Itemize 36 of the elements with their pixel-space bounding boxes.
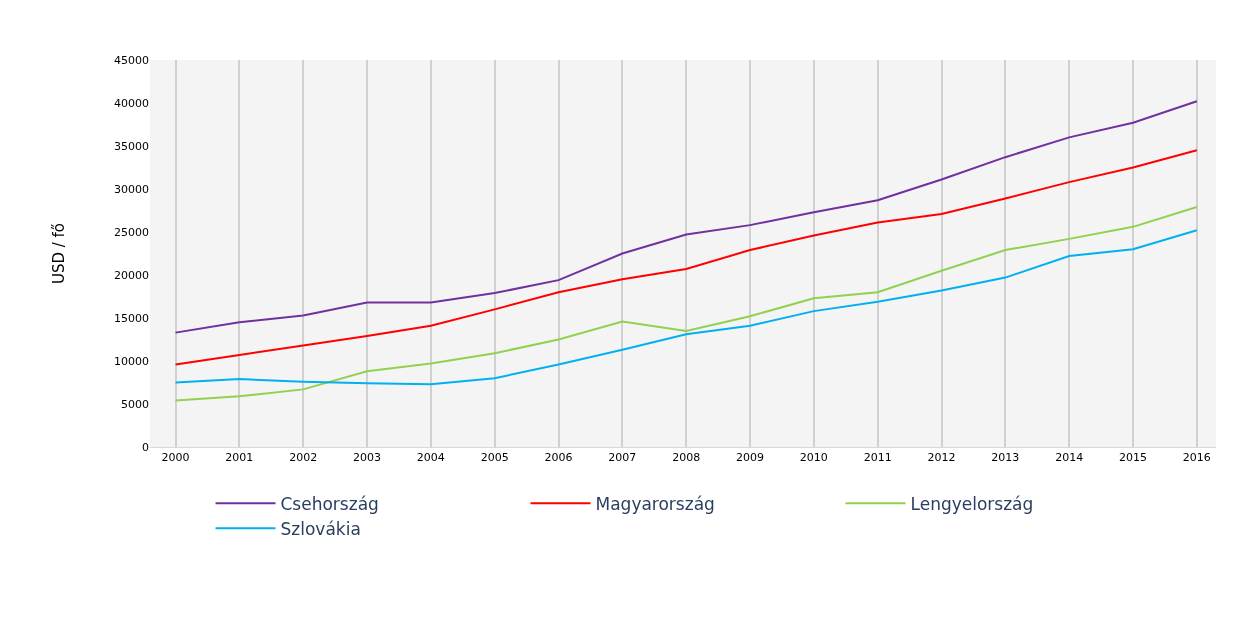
y-tick-label: 25000 [114,225,149,239]
x-tick-label: 2014 [1055,451,1084,465]
x-tick-label: 2013 [991,451,1020,465]
y-tick-label: 20000 [114,268,149,282]
line-series [174,149,1198,366]
legend-label: Csehország [280,493,379,514]
x-tick-label: 2001 [225,451,254,465]
y-tick-label: 0 [142,440,149,454]
x-tick-label: 2011 [863,451,892,465]
y-tick-label: 30000 [114,182,149,196]
x-tick-label: 2009 [736,451,765,465]
x-tick-label: 2012 [927,451,956,465]
y-tick-label: 40000 [114,96,149,110]
y-tick-label: 5000 [121,397,149,411]
x-tick-label: 2006 [544,451,573,465]
x-tick-label: 2008 [672,451,701,465]
y-tick-label: 45000 [114,53,149,67]
x-tick-label: 2000 [161,451,190,465]
y-tick-label: 10000 [114,354,149,368]
x-tick-label: 2007 [608,451,637,465]
line-series [174,206,1198,402]
y-tick-label: 35000 [114,139,149,153]
x-tick-label: 2003 [353,451,382,465]
line-series [174,100,1198,334]
legend-label: Szlovákia [280,518,361,539]
legend-label: Magyarország [595,493,715,514]
legend-label: Lengyelország [910,493,1034,514]
x-tick-label: 2004 [416,451,445,465]
y-axis-title: USD / fő [50,222,69,285]
x-tick-label: 2016 [1182,451,1211,465]
x-tick-label: 2010 [799,451,828,465]
x-tick-label: 2005 [480,451,509,465]
x-tick-label: 2015 [1119,451,1148,465]
y-tick-label: 15000 [114,311,149,325]
line-series [174,229,1198,386]
x-tick-label: 2002 [289,451,318,465]
